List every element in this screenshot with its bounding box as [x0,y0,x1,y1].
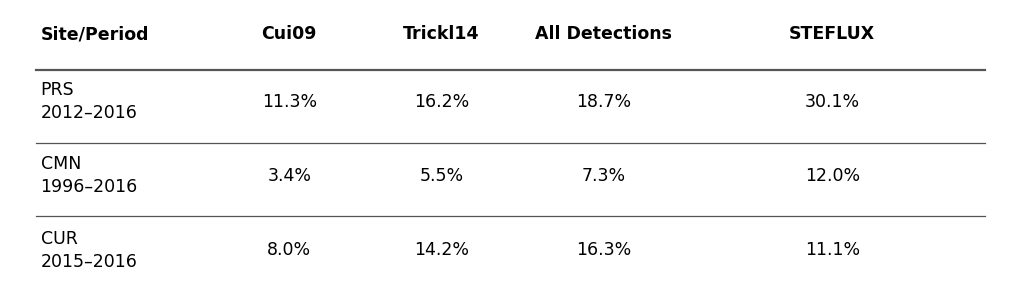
Text: 8.0%: 8.0% [267,241,312,259]
Text: 14.2%: 14.2% [414,241,469,259]
Text: 30.1%: 30.1% [805,93,860,110]
Text: 18.7%: 18.7% [577,93,631,110]
Text: STEFLUX: STEFLUX [790,25,875,43]
Text: 12.0%: 12.0% [805,167,860,185]
Text: 7.3%: 7.3% [582,167,626,185]
Text: CUR
2015–2016: CUR 2015–2016 [41,230,137,271]
Text: 3.4%: 3.4% [267,167,312,185]
Text: 16.2%: 16.2% [414,93,469,110]
Text: PRS
2012–2016: PRS 2012–2016 [41,81,137,122]
Text: 16.3%: 16.3% [577,241,631,259]
Text: Cui09: Cui09 [262,25,317,43]
Text: 5.5%: 5.5% [419,167,464,185]
Text: 11.3%: 11.3% [262,93,317,110]
Text: 11.1%: 11.1% [805,241,860,259]
Text: CMN
1996–2016: CMN 1996–2016 [41,155,138,196]
Text: Trickl14: Trickl14 [403,25,480,43]
Text: All Detections: All Detections [536,25,672,43]
Text: Site/Period: Site/Period [41,25,149,43]
